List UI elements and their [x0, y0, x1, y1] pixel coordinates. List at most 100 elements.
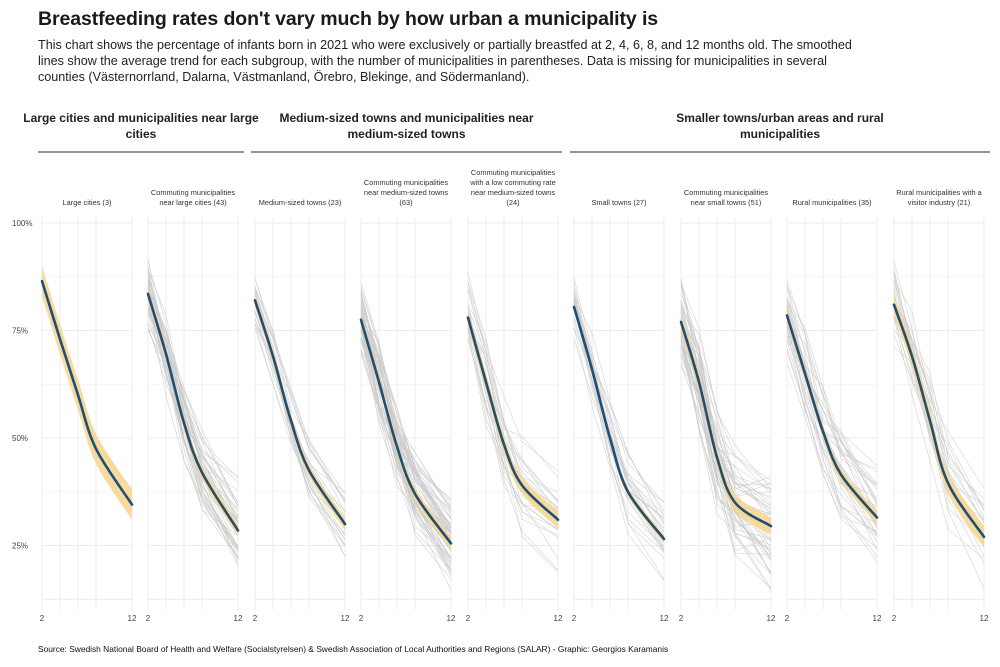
trend-line — [146, 292, 240, 532]
municipality-line — [254, 328, 346, 545]
municipality-line — [786, 300, 878, 473]
municipality-line — [573, 287, 665, 548]
municipality-line — [680, 307, 772, 490]
municipality-line — [467, 337, 559, 559]
chart-subtitle: This chart shows the percentage of infan… — [38, 38, 852, 84]
panel: Large cities (3) 2 12 — [40, 198, 137, 623]
trend-ribbon — [361, 313, 451, 550]
municipality-line — [360, 288, 452, 518]
panel-label: Commuting municipalities — [471, 168, 556, 177]
municipality-line — [254, 286, 346, 495]
panel-label: visitor industry (21) — [908, 198, 970, 207]
municipality-line — [573, 299, 665, 550]
municipality-line — [786, 307, 878, 519]
municipality-line — [467, 320, 559, 516]
municipality-line — [680, 357, 772, 561]
x-tick-label: 12 — [980, 614, 989, 623]
x-tick-label: 12 — [447, 614, 456, 623]
municipality-line — [254, 297, 346, 513]
municipality-line — [893, 261, 985, 511]
y-tick-label: 50% — [12, 434, 28, 443]
municipality-line — [467, 317, 559, 509]
municipality-line — [467, 309, 559, 511]
y-tick-label: 75% — [12, 327, 28, 336]
municipality-line — [467, 307, 559, 524]
municipality-line — [147, 273, 239, 523]
municipality-line — [467, 272, 559, 472]
trend-ribbon — [894, 293, 984, 548]
trend-line — [892, 303, 986, 539]
x-tick-label: 2 — [785, 614, 790, 623]
chart-title: Breastfeeding rates don't vary much by h… — [38, 8, 659, 30]
x-tick-label: 2 — [892, 614, 897, 623]
municipality-line — [680, 339, 772, 575]
municipality-line — [147, 269, 239, 510]
panel-label: Rural municipalities (35) — [792, 198, 871, 207]
panel-label: with a low commuting rate — [469, 178, 555, 187]
group-title: Medium-sized towns and municipalities ne… — [279, 111, 533, 125]
municipality-line — [147, 287, 239, 477]
panel-label: near large cities (43) — [159, 198, 226, 207]
y-tick-label: 25% — [12, 542, 28, 551]
municipality-line — [573, 294, 665, 503]
panel-label: Small towns (27) — [591, 198, 646, 207]
municipality-line — [680, 352, 772, 573]
municipality-line — [467, 315, 559, 525]
municipality-line — [786, 323, 878, 534]
group-title: cities — [126, 127, 157, 141]
trend-ribbon — [42, 266, 132, 520]
municipality-line — [786, 305, 878, 499]
panel-label: Large cities (3) — [63, 198, 112, 207]
x-tick-label: 12 — [128, 614, 137, 623]
panel-label: (24) — [506, 198, 519, 207]
panel-label: Rural municipalities with a — [896, 188, 982, 197]
municipality-line — [573, 301, 665, 539]
x-tick-label: 2 — [679, 614, 684, 623]
municipality-line — [573, 295, 665, 515]
municipality-line — [573, 283, 665, 526]
y-tick-label: 100% — [12, 219, 32, 228]
municipality-line — [680, 283, 772, 499]
panel-label: near medium-sized towns — [471, 188, 556, 197]
municipality-line — [893, 279, 985, 489]
municipality-line — [680, 328, 772, 575]
panel-label: Commuting municipalities — [684, 188, 769, 197]
municipality-line — [893, 347, 985, 589]
municipality-line — [360, 316, 452, 560]
municipality-line — [360, 326, 452, 591]
municipality-line — [147, 279, 239, 522]
trend-ribbon — [148, 287, 238, 537]
municipality-line — [680, 292, 772, 491]
municipality-line — [147, 314, 239, 558]
municipality-line — [467, 324, 559, 573]
municipality-line — [786, 284, 878, 511]
municipality-line — [147, 269, 239, 508]
x-tick-label: 12 — [234, 614, 243, 623]
municipality-line — [786, 348, 878, 524]
municipality-line — [893, 317, 985, 559]
municipality-line — [893, 314, 985, 543]
municipality-line — [467, 283, 559, 493]
municipality-line — [147, 281, 239, 522]
panel: Medium-sized towns (23) 2 12 — [253, 198, 350, 623]
x-tick-label: 12 — [660, 614, 669, 623]
municipality-line — [786, 280, 878, 484]
trend-ribbon — [681, 313, 771, 535]
x-tick-label: 12 — [554, 614, 563, 623]
x-tick-label: 2 — [253, 614, 258, 623]
x-tick-label: 2 — [359, 614, 364, 623]
trend-line — [40, 279, 134, 506]
municipality-line — [147, 262, 239, 523]
trend-ribbon — [787, 309, 877, 524]
municipality-line — [680, 278, 772, 486]
panel: Small towns (27) 2 12 — [572, 198, 669, 623]
municipality-line — [573, 291, 665, 512]
trend-line — [785, 314, 879, 519]
municipality-line — [893, 279, 985, 523]
municipality-line — [786, 333, 878, 562]
municipality-line — [467, 323, 559, 510]
x-tick-label: 2 — [572, 614, 577, 623]
group-title: Large cities and municipalities near lar… — [23, 111, 259, 125]
